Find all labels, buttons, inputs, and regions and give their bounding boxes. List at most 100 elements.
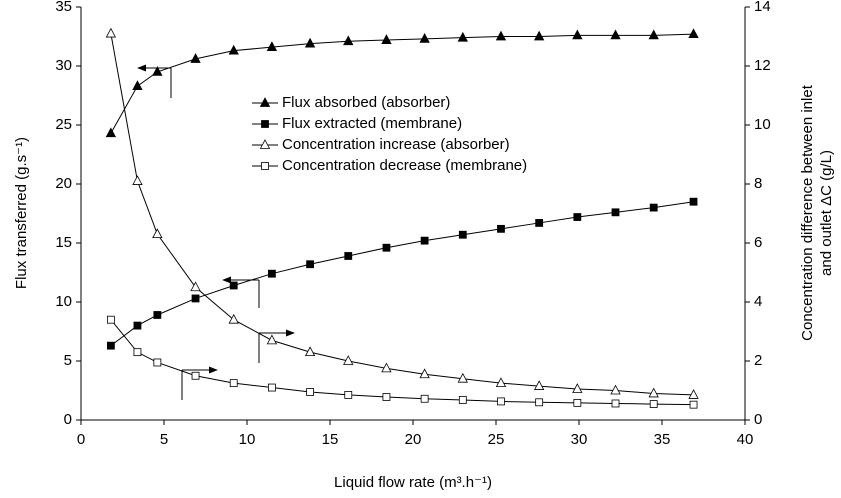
marker bbox=[228, 313, 239, 324]
x-tick-label: 0 bbox=[77, 431, 85, 448]
annotation-arrows bbox=[137, 64, 295, 400]
marker bbox=[458, 230, 467, 239]
legend-label: Flux absorbed (absorber) bbox=[282, 94, 450, 111]
marker bbox=[229, 281, 238, 290]
marker bbox=[304, 346, 316, 357]
marker bbox=[382, 393, 391, 401]
marker bbox=[610, 29, 621, 40]
marker bbox=[190, 281, 201, 292]
y2-axis-label: and outlet ΔC (g/L) bbox=[818, 150, 835, 276]
marker bbox=[153, 311, 162, 319]
marker bbox=[458, 396, 467, 404]
marker bbox=[267, 269, 276, 278]
series-line bbox=[110, 319, 694, 406]
marker bbox=[266, 334, 278, 345]
legend-label: Flux extracted (membrane) bbox=[282, 115, 462, 132]
y-tick-label: 20 bbox=[55, 175, 72, 192]
marker bbox=[573, 213, 582, 221]
x-tick-label: 30 bbox=[571, 431, 588, 448]
marker bbox=[495, 377, 507, 388]
legend-marker bbox=[259, 139, 271, 149]
x-tick-label: 5 bbox=[160, 431, 168, 448]
y-tick-label: 0 bbox=[64, 411, 72, 428]
marker bbox=[420, 394, 429, 403]
series-line bbox=[110, 201, 694, 347]
marker bbox=[572, 383, 583, 393]
marker bbox=[497, 224, 505, 233]
marker bbox=[648, 29, 659, 40]
marker bbox=[191, 294, 200, 303]
marker bbox=[266, 41, 278, 52]
marker bbox=[495, 30, 507, 41]
y2-tick-label: 10 bbox=[754, 116, 771, 133]
marker bbox=[133, 348, 142, 357]
marker bbox=[344, 252, 353, 260]
marker bbox=[306, 388, 314, 396]
legend-label: Concentration increase (absorber) bbox=[282, 136, 510, 153]
marker bbox=[106, 341, 115, 350]
y-tick-label: 30 bbox=[55, 57, 72, 74]
y-tick-label: 5 bbox=[64, 352, 72, 369]
x-tick-label: 10 bbox=[239, 431, 256, 448]
marker bbox=[457, 372, 468, 383]
marker bbox=[228, 44, 239, 55]
y2-tick-label: 6 bbox=[754, 234, 762, 251]
marker bbox=[153, 358, 162, 367]
marker bbox=[229, 379, 238, 388]
marker bbox=[649, 203, 658, 212]
x-tick-label: 15 bbox=[322, 431, 339, 448]
y2-tick-label: 2 bbox=[754, 352, 762, 369]
marker bbox=[688, 28, 699, 39]
legend-marker bbox=[261, 162, 269, 170]
marker bbox=[106, 315, 115, 324]
y-axis-label: Flux transferred (g.s⁻¹) bbox=[13, 137, 30, 289]
y2-axis-label: Concentration difference between inlet bbox=[799, 84, 816, 341]
marker bbox=[306, 260, 314, 269]
marker bbox=[610, 384, 621, 395]
marker bbox=[420, 236, 429, 245]
marker bbox=[304, 37, 316, 48]
legend-label: Concentration decrease (membrane) bbox=[282, 157, 527, 174]
marker bbox=[649, 400, 658, 408]
marker bbox=[343, 35, 354, 46]
marker bbox=[497, 397, 505, 406]
x-tick-label: 25 bbox=[488, 431, 505, 448]
x-tick-label: 20 bbox=[405, 431, 422, 448]
marker bbox=[132, 80, 143, 90]
marker bbox=[573, 398, 582, 407]
y-tick-label: 15 bbox=[55, 234, 72, 251]
y-tick-label: 10 bbox=[55, 293, 72, 310]
marker bbox=[689, 400, 698, 409]
marker bbox=[105, 27, 117, 38]
y2-tick-label: 8 bbox=[754, 175, 762, 192]
y2-tick-label: 12 bbox=[754, 57, 771, 74]
marker bbox=[419, 33, 430, 43]
marker bbox=[191, 371, 200, 380]
marker bbox=[457, 31, 468, 42]
x-tick-label: 40 bbox=[737, 431, 754, 448]
marker bbox=[190, 53, 201, 63]
x-tick-label: 35 bbox=[654, 431, 671, 448]
marker bbox=[572, 29, 583, 40]
y2-tick-label: 14 bbox=[754, 0, 771, 15]
y2-tick-label: 4 bbox=[754, 293, 762, 310]
marker bbox=[689, 197, 698, 206]
marker bbox=[419, 368, 430, 379]
marker bbox=[535, 219, 544, 227]
marker bbox=[133, 321, 142, 330]
marker bbox=[382, 243, 391, 252]
y2-tick-label: 0 bbox=[754, 411, 762, 428]
marker bbox=[152, 228, 163, 239]
series-line bbox=[110, 33, 694, 396]
marker bbox=[152, 66, 163, 76]
marker bbox=[611, 399, 620, 408]
marker bbox=[267, 383, 276, 392]
y-tick-label: 35 bbox=[55, 0, 72, 15]
marker bbox=[611, 208, 620, 217]
marker bbox=[535, 398, 544, 407]
legend-marker bbox=[259, 97, 271, 107]
x-axis-label: Liquid flow rate (m³.h⁻¹) bbox=[334, 474, 492, 491]
y-tick-label: 25 bbox=[55, 116, 72, 133]
marker bbox=[648, 387, 659, 398]
